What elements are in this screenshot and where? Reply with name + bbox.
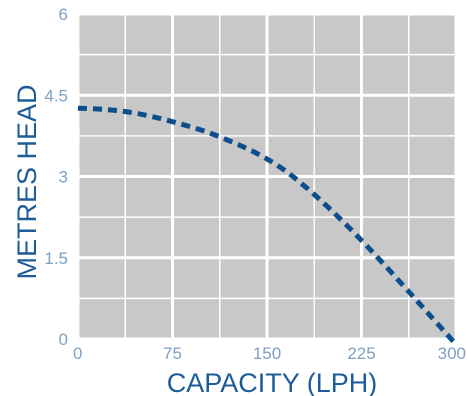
x-tick-label: 225 [347,344,375,363]
y-tick-label: 1.5 [44,249,68,268]
series-line [77,105,458,347]
x-tick-label: 0 [73,344,82,363]
y-tick-label: 3 [59,168,68,187]
y-tick-label: 0 [59,330,68,349]
y-tick-labels: 6 4.5 3 1.5 0 [44,5,68,349]
x-tick-labels: 0 75 150 225 300 [73,344,466,363]
y-axis-title: METRES HEAD [12,84,42,279]
grid-lines [76,12,458,341]
series-group [77,105,458,347]
y-tick-label: 6 [59,5,68,24]
x-tick-label: 300 [438,344,466,363]
x-axis-title: CAPACITY (LPH) [167,368,378,396]
x-tick-label: 75 [163,344,182,363]
x-tick-label: 150 [253,344,281,363]
y-tick-label: 4.5 [44,86,68,105]
